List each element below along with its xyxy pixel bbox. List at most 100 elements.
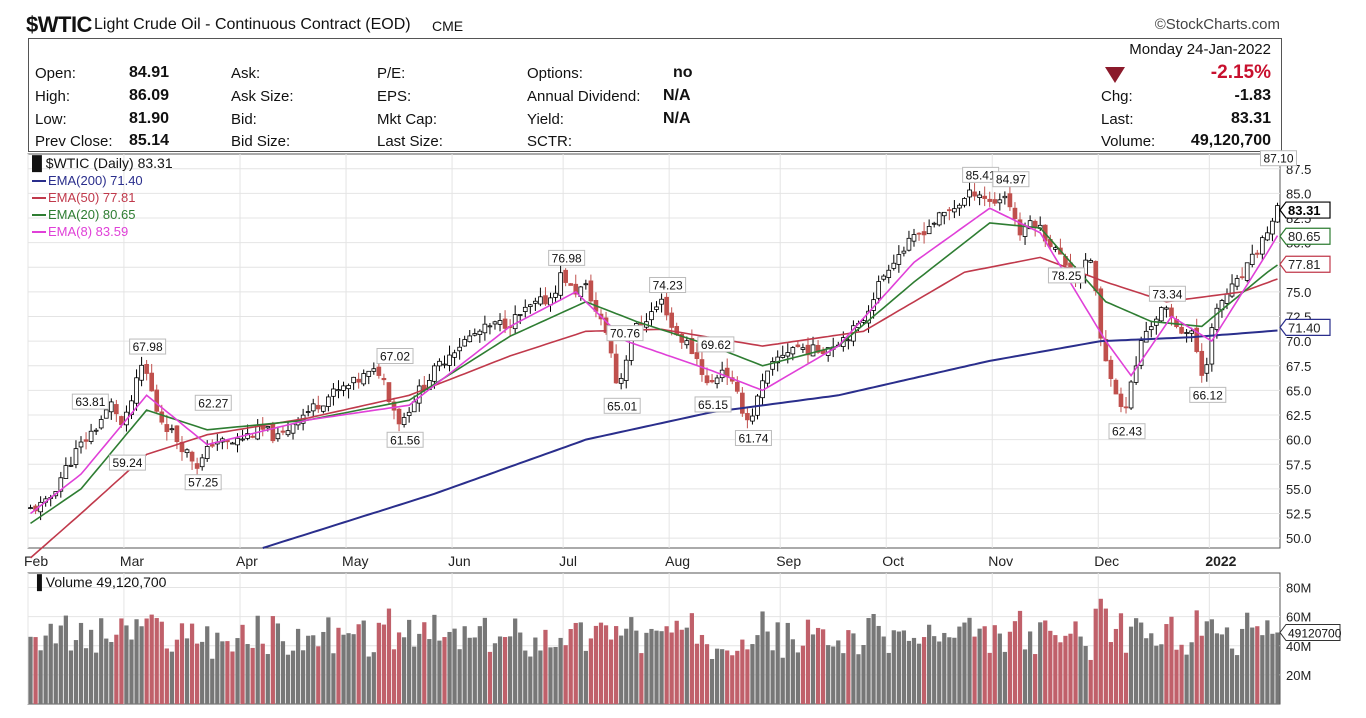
candle-body (280, 430, 286, 433)
candle-body (931, 222, 937, 225)
volume-bar (629, 617, 634, 704)
candle-body (891, 262, 897, 269)
chg-value: -1.83 (1234, 87, 1271, 104)
volume-bar (1169, 616, 1174, 704)
volume-bar (1113, 628, 1119, 704)
volume-bar (240, 624, 245, 704)
price-annotation: 61.74 (738, 432, 768, 446)
volume-value: 49,120,700 (1190, 132, 1271, 149)
price-annotation: 74.23 (653, 278, 683, 292)
candle-body (679, 333, 685, 343)
volume-bar (603, 625, 609, 704)
candle-body (1164, 307, 1169, 310)
price-annotation: 65.15 (698, 398, 728, 412)
low-value: 81.90 (129, 110, 170, 127)
volume-bar (1184, 654, 1189, 704)
volume-bar (826, 645, 831, 704)
volume-bar (220, 641, 225, 704)
price-annotation-box (734, 430, 772, 447)
volume-bar (861, 645, 866, 704)
volume-bar (679, 629, 684, 704)
candle-body (714, 377, 720, 385)
volume-bar (250, 647, 255, 704)
volume-bar (563, 645, 568, 704)
volume-bar (154, 618, 159, 704)
candle-body (336, 389, 341, 392)
volume-bar (790, 639, 795, 704)
candle-body (921, 231, 927, 236)
volume-label: Volume: (1101, 133, 1156, 150)
volume-bar (1194, 610, 1199, 704)
yield-value: N/A (663, 110, 691, 127)
volume-bar (195, 643, 200, 704)
volume-bar (1134, 618, 1139, 704)
volume-bar (1007, 631, 1013, 704)
candle-body (169, 428, 175, 431)
candle-body (654, 306, 659, 310)
volume-bar (1154, 645, 1159, 704)
bid-label: Bid: (231, 111, 257, 128)
price-annotation: 67.02 (380, 350, 410, 364)
candle-body (366, 370, 372, 377)
candle-body (1098, 288, 1104, 339)
right-value-tag (1279, 201, 1331, 219)
right-value-tag-label: 83.31 (1288, 203, 1321, 218)
volume-bar (634, 630, 639, 704)
candle-body (275, 433, 281, 440)
volume-bar (275, 623, 281, 704)
candle-body (432, 365, 437, 382)
volume-bar (1098, 598, 1103, 704)
candle-body (351, 376, 356, 384)
volume-bar (391, 649, 397, 704)
candle-body (1189, 330, 1194, 334)
volume-bar (169, 651, 174, 704)
candle-body (1249, 253, 1255, 265)
candle-body (98, 419, 104, 429)
volume-bar (174, 639, 180, 704)
right-value-tag-label: 71.40 (1288, 320, 1321, 335)
candle-body (230, 442, 235, 445)
price-annotation-box (1148, 285, 1186, 302)
candle-body (1239, 276, 1245, 279)
candle-body (987, 198, 993, 202)
right-value-tag (1279, 227, 1331, 245)
candle-body (906, 237, 912, 251)
candle-body (1128, 381, 1134, 409)
candle-body (58, 477, 64, 492)
candle-body (962, 198, 967, 206)
volume-bar (1017, 610, 1023, 704)
candle-body (568, 283, 574, 286)
month-label: Nov (988, 553, 1013, 569)
candle-body (199, 457, 205, 468)
candle-body (553, 292, 558, 298)
candle-body (376, 366, 382, 376)
price-annotation: 63.81 (75, 395, 105, 409)
price-annotation-box (376, 348, 414, 365)
candle-body (745, 413, 750, 421)
volume-bar (669, 632, 674, 704)
volume-bar (290, 650, 296, 704)
volume-bar (654, 630, 659, 704)
volume-bar (28, 636, 33, 704)
candle-body (154, 389, 160, 412)
volume-bar (1048, 630, 1053, 704)
volume-bar (63, 615, 68, 704)
volume-bar (210, 658, 215, 704)
volume-bar (376, 622, 381, 704)
volume-bar (836, 640, 841, 704)
volume-bar (841, 653, 846, 704)
volume-bar (83, 648, 89, 704)
volume-bar (432, 614, 437, 704)
candle-body (517, 314, 523, 316)
price-annotation-box (386, 431, 424, 448)
brand-credit[interactable]: ©StockCharts.com (1154, 16, 1280, 33)
candle-body (235, 437, 240, 446)
candle-body (952, 208, 957, 213)
volume-bar (760, 611, 765, 704)
candle-body (371, 368, 377, 372)
volume-bar (1063, 635, 1068, 704)
volume-bar (881, 636, 886, 704)
candle-body (477, 330, 483, 335)
candle-body (386, 382, 392, 402)
